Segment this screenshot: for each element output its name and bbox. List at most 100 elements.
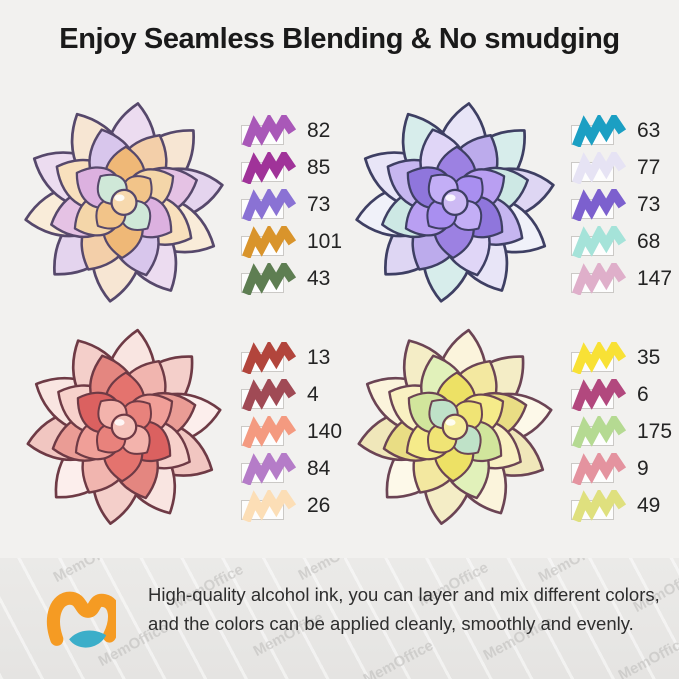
swatch-row: 73 xyxy=(570,186,673,223)
succulent-illustration xyxy=(24,102,224,303)
marker-scribble xyxy=(572,452,627,485)
swatch-number: 82 xyxy=(307,119,331,142)
swatch-sample xyxy=(240,489,298,522)
swatch-sample xyxy=(240,225,298,258)
swatch-number: 175 xyxy=(637,420,673,443)
marker-swatch-icon xyxy=(571,262,627,295)
marker-scribble xyxy=(572,114,627,147)
swatch-column-yellow-succulent: 35 6 175 9 49 xyxy=(570,317,673,539)
marker-swatch-icon xyxy=(241,225,297,258)
swatch-row: 140 xyxy=(240,413,343,450)
swatch-row: 6 xyxy=(570,376,673,413)
marker-swatch-icon xyxy=(571,378,627,411)
succulent-bud xyxy=(110,188,138,216)
flower-pink-succulent xyxy=(8,317,240,539)
swatch-sample xyxy=(240,341,298,374)
swatch-sample xyxy=(240,415,298,448)
swatch-row: 9 xyxy=(570,450,673,487)
marker-swatch-icon xyxy=(571,114,627,147)
swatch-row: 43 xyxy=(240,260,340,297)
swatch-column-pink-succulent: 13 4 140 84 26 xyxy=(240,317,343,539)
swatch-sample xyxy=(240,378,298,411)
swatch-number: 63 xyxy=(637,119,661,142)
swatch-sample xyxy=(570,341,628,374)
brand-watermark: MemOffice xyxy=(615,632,679,679)
swatch-number: 68 xyxy=(637,230,661,253)
marker-swatch-icon xyxy=(241,378,297,411)
swatch-column-purple-succulent: 63 77 73 68 147 xyxy=(570,90,673,317)
marker-swatch-icon xyxy=(571,452,627,485)
marker-scribble xyxy=(242,188,297,221)
marker-swatch-icon xyxy=(241,114,297,147)
marker-scribble xyxy=(242,225,297,258)
swatch-sample xyxy=(570,452,628,485)
swatch-number: 73 xyxy=(307,193,331,216)
swatch-sample xyxy=(240,114,298,147)
swatch-row: 63 xyxy=(570,112,673,149)
swatch-row: 49 xyxy=(570,487,673,524)
swatch-row: 68 xyxy=(570,223,673,260)
marker-scribble xyxy=(572,188,627,221)
swatch-sample xyxy=(570,489,628,522)
footer-band: MemOffice MemOffice MemOffice MemOffice MemO… xyxy=(0,558,679,679)
swatch-number: 77 xyxy=(637,156,661,179)
swatch-sample xyxy=(570,114,628,147)
marker-swatch-icon xyxy=(571,489,627,522)
swatch-sample xyxy=(240,188,298,221)
succulent-illustration xyxy=(357,328,553,525)
succulent-bud xyxy=(110,413,138,441)
swatch-number: 84 xyxy=(307,457,331,480)
bud-highlight xyxy=(114,419,125,426)
marker-scribble xyxy=(572,341,627,374)
marker-swatch-icon xyxy=(241,341,297,374)
marker-scribble xyxy=(242,341,297,374)
swatch-row: 13 xyxy=(240,339,340,376)
succulent-illustration xyxy=(26,328,222,525)
marker-scribble xyxy=(242,378,297,411)
footer-text: High-quality alcohol ink, you can layer … xyxy=(148,580,668,638)
marker-scribble xyxy=(572,151,627,184)
marker-scribble xyxy=(572,225,627,258)
marker-scribble xyxy=(572,378,627,411)
marker-scribble xyxy=(572,415,627,448)
marker-swatch-icon xyxy=(241,151,297,184)
marker-swatch-icon xyxy=(571,415,627,448)
marker-swatch-icon xyxy=(241,489,297,522)
marker-swatch-icon xyxy=(241,188,297,221)
swatch-row: 147 xyxy=(570,260,673,297)
swatch-row: 84 xyxy=(240,450,340,487)
bud-highlight xyxy=(114,194,125,202)
marker-scribble xyxy=(572,262,627,295)
swatch-number: 147 xyxy=(637,267,673,290)
marker-swatch-icon xyxy=(241,262,297,295)
swatch-row: 175 xyxy=(570,413,673,450)
marker-swatch-icon xyxy=(571,151,627,184)
marker-swatch-icon xyxy=(571,341,627,374)
marker-scribble xyxy=(242,262,297,295)
swatch-sample xyxy=(570,225,628,258)
swatch-sample xyxy=(570,378,628,411)
swatch-grid: 82 85 73 101 43 63 77 73 68 147 13 4 140… xyxy=(8,90,673,539)
swatch-number: 6 xyxy=(637,383,649,406)
swatch-number: 13 xyxy=(307,346,331,369)
bud-highlight xyxy=(445,194,456,202)
flower-peach-succulent xyxy=(8,90,240,317)
swatch-number: 140 xyxy=(307,420,343,443)
swatch-row: 77 xyxy=(570,149,673,186)
swatch-sample xyxy=(570,151,628,184)
marker-scribble xyxy=(242,489,297,522)
marker-swatch-icon xyxy=(241,452,297,485)
marker-scribble xyxy=(242,452,297,485)
footer-line-2: and the colors can be applied cleanly, s… xyxy=(148,613,634,634)
page-title: Enjoy Seamless Blending & No smudging xyxy=(59,23,620,55)
swatch-sample xyxy=(570,188,628,221)
swatch-column-peach-succulent: 82 85 73 101 43 xyxy=(240,90,342,317)
swatch-number: 4 xyxy=(307,383,319,406)
swatch-number: 9 xyxy=(637,457,649,480)
flower-purple-succulent xyxy=(340,90,570,317)
swatch-row: 85 xyxy=(240,149,340,186)
swatch-number: 85 xyxy=(307,156,331,179)
bud-highlight xyxy=(445,419,456,426)
marker-scribble xyxy=(572,489,627,522)
swatch-number: 43 xyxy=(307,267,331,290)
